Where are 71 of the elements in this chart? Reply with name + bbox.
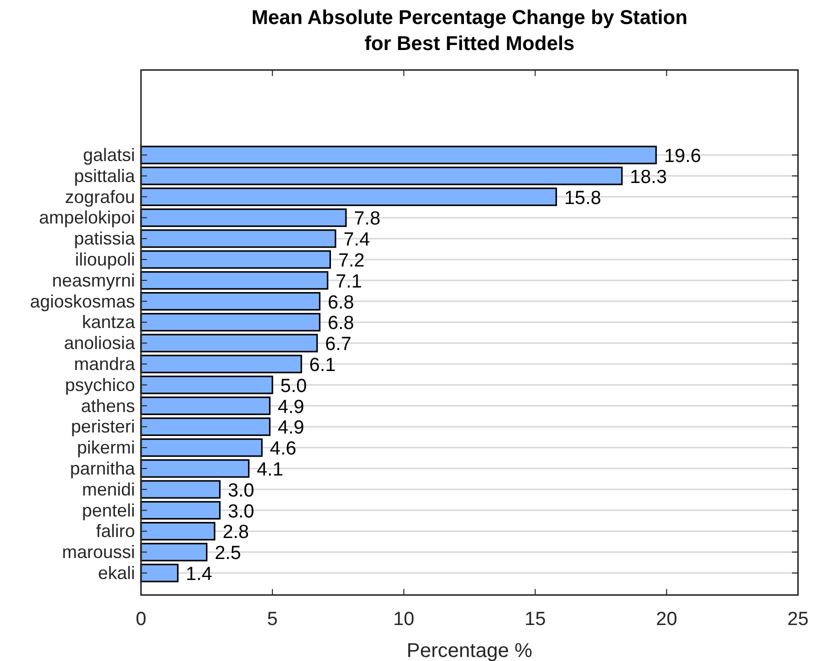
data-label: 4.9 bbox=[278, 396, 304, 418]
data-label: 2.8 bbox=[222, 522, 250, 544]
y-tick-label: menidi bbox=[82, 479, 135, 500]
y-tick-label: patissia bbox=[74, 228, 136, 249]
data-label: 4.6 bbox=[270, 438, 296, 460]
data-label: 7.1 bbox=[336, 271, 362, 292]
data-label: 6.1 bbox=[309, 355, 336, 376]
data-label: 4.9 bbox=[278, 418, 304, 439]
bar bbox=[140, 459, 250, 478]
x-tick-label: 10 bbox=[393, 609, 414, 630]
y-tick-label: penteli bbox=[82, 500, 135, 520]
y-tick-label: ampelokipoi bbox=[38, 208, 135, 228]
bar bbox=[140, 501, 221, 520]
data-label: 3.0 bbox=[228, 501, 254, 522]
bar bbox=[140, 354, 302, 374]
bar bbox=[140, 208, 347, 227]
bar bbox=[140, 542, 208, 562]
bar bbox=[140, 564, 179, 582]
bar bbox=[140, 480, 221, 499]
data-label: 6.8 bbox=[328, 313, 354, 334]
data-label: 19.6 bbox=[664, 146, 702, 167]
bar bbox=[140, 417, 271, 436]
data-label: 6.8 bbox=[328, 292, 354, 314]
bar bbox=[140, 312, 320, 332]
y-tick-label: maroussi bbox=[62, 542, 135, 562]
y-tick-label: psychico bbox=[64, 374, 135, 395]
y-tick-label: anoliosia bbox=[64, 333, 136, 354]
bar bbox=[140, 229, 336, 248]
bar bbox=[140, 166, 623, 186]
bar bbox=[140, 146, 657, 164]
bar bbox=[140, 334, 318, 352]
data-label: 6.7 bbox=[325, 334, 352, 356]
x-axis-title: Percentage % bbox=[406, 640, 533, 661]
data-label: 3.0 bbox=[228, 480, 254, 502]
bar bbox=[140, 438, 263, 457]
bar bbox=[140, 271, 328, 290]
bar bbox=[140, 250, 331, 269]
bar bbox=[140, 188, 557, 206]
data-label: 15.8 bbox=[564, 188, 602, 209]
bar bbox=[140, 522, 216, 540]
x-tick-label: 15 bbox=[524, 609, 546, 630]
y-tick-label: agioskosmas bbox=[30, 291, 135, 312]
bar bbox=[140, 396, 271, 416]
data-label: 5.0 bbox=[280, 376, 307, 397]
y-tick-label: faliro bbox=[96, 521, 135, 542]
y-tick-label: kantza bbox=[82, 312, 136, 332]
data-label: 7.8 bbox=[354, 208, 380, 230]
data-label: 7.4 bbox=[343, 230, 370, 251]
bar bbox=[140, 292, 320, 311]
x-tick-label: 20 bbox=[656, 609, 678, 630]
y-tick-label: athens bbox=[80, 396, 135, 416]
x-tick-label: 5 bbox=[267, 609, 278, 630]
bar bbox=[140, 376, 274, 394]
y-tick-label: parnitha bbox=[70, 458, 136, 478]
chart-title: Mean Absolute Percentage Change by Station for Best Fitted Models bbox=[251, 7, 688, 55]
y-tick-label: galatsi bbox=[82, 145, 135, 165]
data-label: 18.3 bbox=[630, 166, 667, 188]
data-label: 7.2 bbox=[338, 250, 365, 272]
y-tick-label: pikermi bbox=[76, 438, 135, 458]
x-tick-label: 0 bbox=[136, 609, 146, 630]
y-tick-label: mandra bbox=[74, 354, 136, 374]
y-tick-label: peristeri bbox=[70, 416, 135, 437]
y-tick-label: neasmyrni bbox=[52, 270, 135, 290]
data-label: 2.5 bbox=[214, 543, 242, 564]
y-tick-label: ilioupoli bbox=[74, 250, 135, 270]
y-tick-label: ekali bbox=[98, 563, 135, 583]
x-tick-label: 25 bbox=[787, 609, 809, 630]
data-label: 1.4 bbox=[186, 564, 213, 585]
data-label: 4.1 bbox=[256, 460, 284, 480]
y-tick-label: psittalia bbox=[74, 166, 136, 186]
y-tick-label: zografou bbox=[64, 186, 135, 207]
